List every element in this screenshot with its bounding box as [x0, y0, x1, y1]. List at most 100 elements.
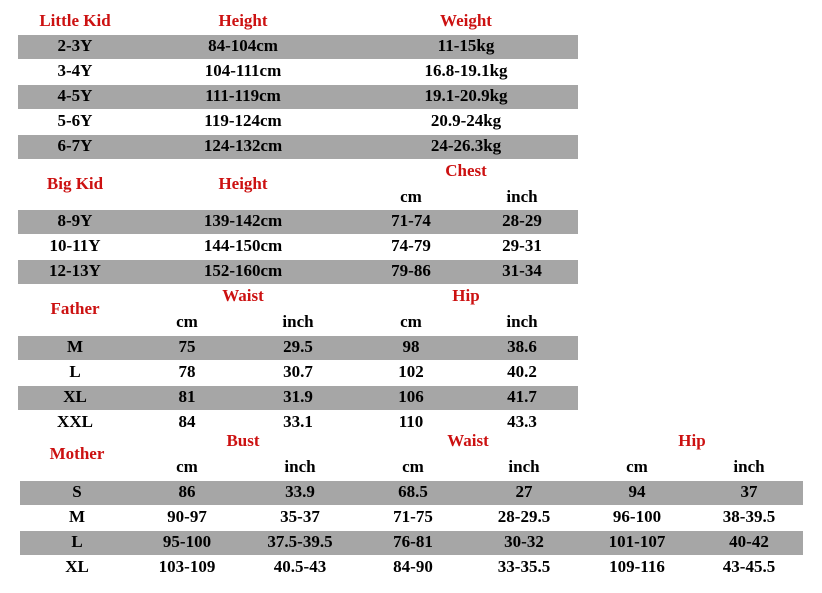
row-band	[18, 135, 578, 159]
unit-header: cm	[176, 457, 198, 476]
cell: 68.5	[398, 482, 428, 501]
cell: 43.3	[507, 412, 537, 431]
table-label: Mother	[50, 444, 105, 463]
cell: 84-90	[393, 557, 433, 576]
cell: 139-142cm	[204, 211, 282, 230]
cell: 94	[629, 482, 647, 501]
table-label: Big Kid	[47, 174, 104, 193]
cell: 119-124cm	[204, 111, 281, 130]
cell: 24-26.3kg	[431, 136, 502, 155]
cell: 41.7	[507, 387, 537, 406]
cell: 109-116	[609, 557, 665, 576]
cell: 31.9	[283, 387, 313, 406]
cell: 40.2	[507, 362, 537, 381]
cell: 75	[179, 337, 196, 356]
cell: XL	[65, 557, 89, 576]
cell: 81	[179, 387, 196, 406]
group-header: Height	[218, 11, 267, 30]
group-header: Bust	[226, 431, 259, 450]
cell: 6-7Y	[58, 136, 93, 155]
cell: M	[67, 337, 83, 356]
cell: 10-11Y	[50, 236, 101, 255]
table-label: Father	[50, 299, 100, 318]
cell: 30.7	[283, 362, 313, 381]
cell: 106	[398, 387, 424, 406]
cell: 71-74	[391, 211, 431, 230]
cell: 101-107	[609, 532, 666, 551]
cell: L	[69, 362, 80, 381]
cell: 71-75	[393, 507, 433, 526]
unit-header: inch	[282, 312, 314, 331]
unit-header: cm	[176, 312, 198, 331]
row-band	[18, 386, 578, 410]
group-header: Waist	[222, 286, 264, 305]
unit-header: cm	[402, 457, 424, 476]
cell: M	[69, 507, 85, 526]
cell: 84-104cm	[208, 36, 278, 55]
cell: 38.6	[507, 337, 537, 356]
cell: 2-3Y	[58, 36, 93, 55]
cell: 111-119cm	[205, 86, 281, 105]
cell: 27	[516, 482, 534, 501]
cell: 110	[399, 412, 424, 431]
cell: 38-39.5	[723, 507, 775, 526]
row-band	[20, 531, 803, 555]
cell: 86	[179, 482, 196, 501]
cell: 4-5Y	[58, 86, 93, 105]
cell: 35-37	[280, 507, 320, 526]
cell: 37	[741, 482, 759, 501]
unit-header: inch	[506, 187, 538, 206]
row-band	[18, 35, 578, 59]
cell: 74-79	[391, 236, 431, 255]
table-label: Little Kid	[39, 11, 111, 30]
cell: 102	[398, 362, 424, 381]
cell: 11-15kg	[438, 36, 495, 55]
cell: 3-4Y	[58, 61, 93, 80]
cell: 16.8-19.1kg	[424, 61, 508, 80]
cell: 79-86	[391, 261, 431, 280]
cell: 96-100	[613, 507, 661, 526]
cell: 30-32	[504, 532, 544, 551]
cell: 19.1-20.9kg	[424, 86, 508, 105]
unit-header: inch	[284, 457, 316, 476]
group-header: Waist	[447, 431, 489, 450]
cell: 29.5	[283, 337, 313, 356]
unit-header: inch	[508, 457, 540, 476]
row-band	[18, 210, 578, 234]
cell: 95-100	[163, 532, 211, 551]
cell: 104-111cm	[205, 61, 282, 80]
cell: 33.1	[283, 412, 313, 431]
cell: L	[71, 532, 82, 551]
row-band	[18, 336, 578, 360]
cell: 103-109	[159, 557, 216, 576]
unit-header: cm	[626, 457, 648, 476]
unit-header: inch	[506, 312, 538, 331]
cell: 90-97	[167, 507, 207, 526]
cell: 37.5-39.5	[267, 532, 332, 551]
cell: 8-9Y	[58, 211, 93, 230]
cell: 40-42	[729, 532, 769, 551]
unit-header: inch	[733, 457, 765, 476]
group-header: Height	[218, 174, 267, 193]
cell: 98	[403, 337, 420, 356]
group-header: Weight	[440, 11, 492, 30]
row-band	[18, 260, 578, 284]
cell: 84	[179, 412, 197, 431]
group-header: Chest	[445, 161, 487, 180]
cell: 152-160cm	[204, 261, 282, 280]
row-band	[18, 85, 578, 109]
row-band	[20, 481, 803, 505]
cell: 12-13Y	[49, 261, 101, 280]
cell: 40.5-43	[274, 557, 326, 576]
cell: 78	[179, 362, 196, 381]
unit-header: cm	[400, 312, 422, 331]
cell: 124-132cm	[204, 136, 282, 155]
group-header: Hip	[678, 431, 705, 450]
cell: 31-34	[502, 261, 542, 280]
cell: XXL	[57, 412, 93, 431]
cell: 28-29.5	[498, 507, 550, 526]
cell: S	[72, 482, 81, 501]
cell: 76-81	[393, 532, 433, 551]
group-header: Hip	[452, 286, 479, 305]
